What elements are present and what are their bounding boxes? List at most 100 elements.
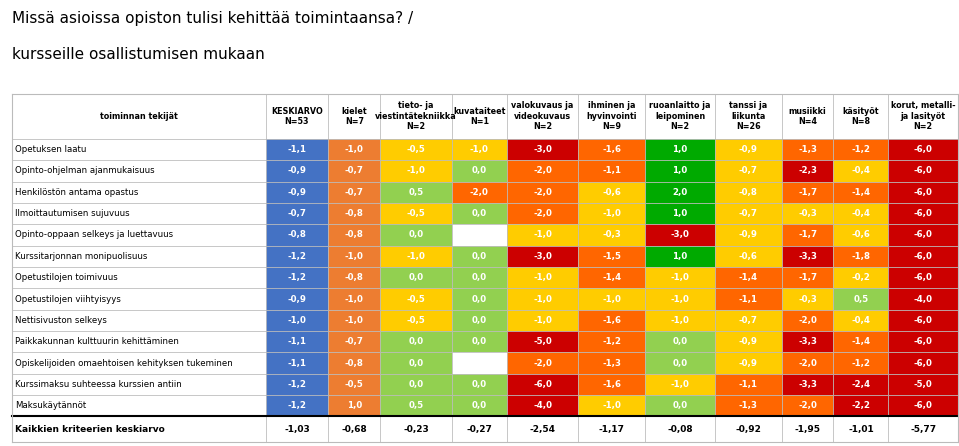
Text: -0,4: -0,4 xyxy=(852,209,871,218)
Text: Opinto-ohjelman ajanmukaisuus: Opinto-ohjelman ajanmukaisuus xyxy=(15,166,155,175)
Text: -0,8: -0,8 xyxy=(738,188,758,197)
Text: kielet
N=7: kielet N=7 xyxy=(341,107,367,126)
Bar xyxy=(782,203,833,224)
Text: valokuvaus ja
videokuvaus
N=2: valokuvaus ja videokuvaus N=2 xyxy=(511,101,573,131)
Text: Opiskelijoiden omaehtoisen kehityksen tukeminen: Opiskelijoiden omaehtoisen kehityksen tu… xyxy=(15,359,233,368)
Text: -6,0: -6,0 xyxy=(914,166,932,175)
Text: -0,7: -0,7 xyxy=(288,209,307,218)
Text: -0,68: -0,68 xyxy=(341,425,367,434)
Text: -1,0: -1,0 xyxy=(670,294,690,304)
Bar xyxy=(714,374,782,395)
Bar xyxy=(328,224,380,246)
Text: -1,0: -1,0 xyxy=(345,294,363,304)
Text: -0,08: -0,08 xyxy=(667,425,692,434)
Text: musiikki
N=4: musiikki N=4 xyxy=(788,107,827,126)
Bar xyxy=(328,374,380,395)
Text: -6,0: -6,0 xyxy=(914,188,932,197)
Text: -1,01: -1,01 xyxy=(848,425,874,434)
Bar xyxy=(645,310,714,331)
Bar xyxy=(266,267,328,289)
Bar xyxy=(645,246,714,267)
Text: -0,5: -0,5 xyxy=(407,145,426,154)
Bar xyxy=(506,417,578,442)
Text: -1,2: -1,2 xyxy=(852,359,871,368)
Text: 0,0: 0,0 xyxy=(472,209,487,218)
Bar xyxy=(506,160,578,182)
Text: -1,1: -1,1 xyxy=(288,359,307,368)
Text: -1,03: -1,03 xyxy=(284,425,310,434)
Text: -6,0: -6,0 xyxy=(914,252,932,261)
Text: -1,8: -1,8 xyxy=(852,252,871,261)
Bar xyxy=(266,352,328,374)
Bar xyxy=(452,160,506,182)
Bar xyxy=(12,289,266,310)
Bar xyxy=(380,160,452,182)
Text: -2,0: -2,0 xyxy=(798,316,817,325)
Bar xyxy=(714,417,782,442)
Text: Kaikkien kriteerien keskiarvo: Kaikkien kriteerien keskiarvo xyxy=(15,425,165,434)
Text: -0,23: -0,23 xyxy=(403,425,429,434)
Bar xyxy=(888,139,958,160)
Bar xyxy=(888,352,958,374)
Text: -1,0: -1,0 xyxy=(670,380,690,389)
Text: Maksukäytännöt: Maksukäytännöt xyxy=(15,401,86,410)
Text: -1,0: -1,0 xyxy=(407,166,426,175)
Bar xyxy=(12,160,266,182)
Bar xyxy=(12,395,266,417)
Text: -0,6: -0,6 xyxy=(852,231,871,240)
Text: -1,2: -1,2 xyxy=(602,337,621,346)
Bar xyxy=(833,417,888,442)
Bar xyxy=(578,395,645,417)
Bar xyxy=(506,374,578,395)
Bar xyxy=(452,182,506,203)
Bar xyxy=(888,395,958,417)
Bar xyxy=(578,310,645,331)
Text: -6,0: -6,0 xyxy=(914,359,932,368)
Bar xyxy=(12,182,266,203)
Bar xyxy=(645,160,714,182)
Bar xyxy=(714,224,782,246)
Bar xyxy=(714,94,782,139)
Text: -1,2: -1,2 xyxy=(288,380,307,389)
Bar xyxy=(888,203,958,224)
Bar xyxy=(380,182,452,203)
Bar xyxy=(782,417,833,442)
Text: 1,0: 1,0 xyxy=(672,209,688,218)
Bar xyxy=(578,374,645,395)
Text: -1,1: -1,1 xyxy=(288,145,307,154)
Text: -0,9: -0,9 xyxy=(738,359,758,368)
Bar xyxy=(328,267,380,289)
Text: -1,0: -1,0 xyxy=(670,316,690,325)
Text: 0,0: 0,0 xyxy=(472,166,487,175)
Bar xyxy=(328,203,380,224)
Text: ihminen ja
hyvinvointi
N=9: ihminen ja hyvinvointi N=9 xyxy=(587,101,637,131)
Text: 0,5: 0,5 xyxy=(409,188,424,197)
Bar xyxy=(833,331,888,352)
Text: Nettisivuston selkeys: Nettisivuston selkeys xyxy=(15,316,107,325)
Text: 1,0: 1,0 xyxy=(346,401,362,410)
Text: -6,0: -6,0 xyxy=(914,401,932,410)
Text: Henkilöstön antama opastus: Henkilöstön antama opastus xyxy=(15,188,139,197)
Text: 1,0: 1,0 xyxy=(672,145,688,154)
Bar xyxy=(833,246,888,267)
Text: Ilmoittautumisen sujuvuus: Ilmoittautumisen sujuvuus xyxy=(15,209,129,218)
Text: -6,0: -6,0 xyxy=(914,337,932,346)
Text: -4,0: -4,0 xyxy=(533,401,552,410)
Bar xyxy=(506,203,578,224)
Bar xyxy=(578,139,645,160)
Text: -0,9: -0,9 xyxy=(288,294,306,304)
Bar xyxy=(380,417,452,442)
Text: -1,0: -1,0 xyxy=(602,294,621,304)
Bar xyxy=(506,331,578,352)
Bar xyxy=(380,267,452,289)
Bar xyxy=(12,310,266,331)
Text: -0,4: -0,4 xyxy=(852,166,871,175)
Bar xyxy=(380,331,452,352)
Bar xyxy=(380,246,452,267)
Text: 1,0: 1,0 xyxy=(672,252,688,261)
Text: 2,0: 2,0 xyxy=(672,188,688,197)
Text: Opetuksen laatu: Opetuksen laatu xyxy=(15,145,86,154)
Bar xyxy=(578,289,645,310)
Text: tieto- ja
viestintätekniikka
N=2: tieto- ja viestintätekniikka N=2 xyxy=(375,101,456,131)
Bar xyxy=(266,374,328,395)
